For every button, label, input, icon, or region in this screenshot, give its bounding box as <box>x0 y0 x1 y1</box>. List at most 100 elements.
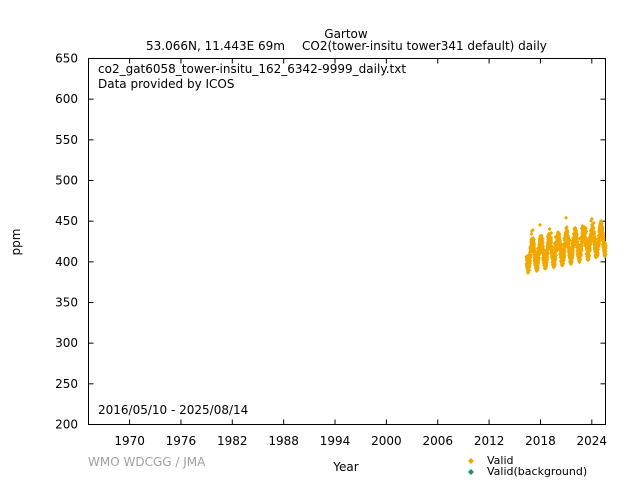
x-tick-label: 2000 <box>371 434 402 448</box>
data-filename: co2_gat6058_tower-insitu_162_6342-9999_d… <box>98 62 406 76</box>
data-point <box>570 255 575 260</box>
data-point <box>575 236 580 241</box>
data-point <box>541 244 546 249</box>
chart-subtitle-location: 53.066N, 11.443E 69m <box>146 39 285 53</box>
data-point <box>579 248 584 253</box>
data-point <box>549 231 554 236</box>
data-point <box>547 226 552 231</box>
x-axis-label: Year <box>332 460 358 474</box>
data-point <box>574 232 579 237</box>
data-point <box>600 224 605 229</box>
data-point <box>527 268 532 273</box>
data-point <box>571 250 576 255</box>
y-tick-label: 550 <box>55 133 78 147</box>
data-point <box>545 255 550 260</box>
x-tick-label: 1982 <box>217 434 248 448</box>
data-point <box>591 226 596 231</box>
data-point <box>586 257 591 262</box>
data-point <box>562 252 567 257</box>
y-tick-label: 500 <box>55 174 78 188</box>
data-point <box>587 253 592 258</box>
data-point <box>597 238 602 243</box>
data-point <box>537 255 542 260</box>
data-point <box>540 240 545 245</box>
data-point <box>528 258 533 263</box>
data-point <box>561 261 566 266</box>
y-tick-label: 400 <box>55 255 78 269</box>
chart-subtitle-parameter: CO2(tower-insitu tower341 default) daily <box>302 39 547 53</box>
data-point <box>603 246 608 251</box>
data-point <box>528 254 533 259</box>
data-point <box>600 227 605 232</box>
legend-background-marker <box>468 469 474 475</box>
x-tick-label: 1988 <box>268 434 299 448</box>
data-point <box>550 248 555 253</box>
x-tick-label: 2018 <box>525 434 556 448</box>
y-axis-ticks: 200 250 300 350 400 450 500 550 600 650 <box>55 52 606 432</box>
legend-background-label: Valid(background) <box>487 465 587 478</box>
data-point <box>584 226 589 231</box>
data-point <box>601 233 606 238</box>
y-tick-label: 200 <box>55 418 78 432</box>
data-point <box>564 215 569 220</box>
data-point <box>552 262 557 267</box>
y-tick-label: 300 <box>55 336 78 350</box>
legend-valid-label: Valid <box>487 454 514 467</box>
data-point <box>537 222 542 227</box>
data-point <box>591 220 596 225</box>
credit-text: WMO WDCGG / JMA <box>88 455 206 469</box>
legend: Valid Valid(background) <box>468 454 587 478</box>
data-provider: Data provided by ICOS <box>98 77 234 91</box>
data-point <box>568 238 573 243</box>
data-point <box>592 231 597 236</box>
data-point <box>599 221 604 226</box>
y-tick-label: 650 <box>55 52 78 66</box>
data-point <box>544 261 549 266</box>
data-point <box>529 232 534 237</box>
chart-title: Gartow <box>324 27 368 41</box>
data-point <box>528 261 533 266</box>
x-tick-label: 1970 <box>114 434 145 448</box>
data-point <box>532 242 537 247</box>
data-point <box>584 229 589 234</box>
data-point <box>601 235 606 240</box>
plot-area <box>88 58 606 425</box>
data-point <box>593 236 598 241</box>
y-tick-label: 600 <box>55 92 78 106</box>
x-tick-label: 2012 <box>474 434 505 448</box>
data-point <box>603 243 608 248</box>
legend-valid-marker <box>468 458 474 464</box>
data-point <box>537 249 542 254</box>
data-point <box>553 253 558 258</box>
y-tick-label: 350 <box>55 296 78 310</box>
data-point <box>562 248 567 253</box>
data-point <box>569 260 574 265</box>
data-point <box>565 230 570 235</box>
data-point <box>533 250 538 255</box>
data-point <box>578 252 583 257</box>
data-point <box>578 257 583 262</box>
data-point <box>540 236 545 241</box>
data-point <box>558 239 563 244</box>
x-tick-label: 1976 <box>166 434 197 448</box>
x-tick-label: 1994 <box>320 434 351 448</box>
data-point <box>589 216 594 221</box>
x-tick-label: 2006 <box>422 434 453 448</box>
x-tick-label: 2024 <box>577 434 608 448</box>
x-axis-ticks: 1970 1976 1982 1988 1994 2000 2006 2012 2018 2024 <box>114 58 608 448</box>
data-points <box>524 215 608 275</box>
data-point <box>596 247 601 252</box>
data-point <box>579 243 584 248</box>
data-point <box>549 240 554 245</box>
data-point <box>564 225 569 230</box>
data-point <box>603 249 608 254</box>
data-point <box>603 252 608 257</box>
data-point <box>553 256 558 261</box>
data-point <box>531 237 536 242</box>
data-point <box>595 252 600 257</box>
data-point <box>545 251 550 256</box>
data-point <box>557 232 562 237</box>
y-axis-label: ppm <box>9 229 23 256</box>
data-point <box>530 228 535 233</box>
